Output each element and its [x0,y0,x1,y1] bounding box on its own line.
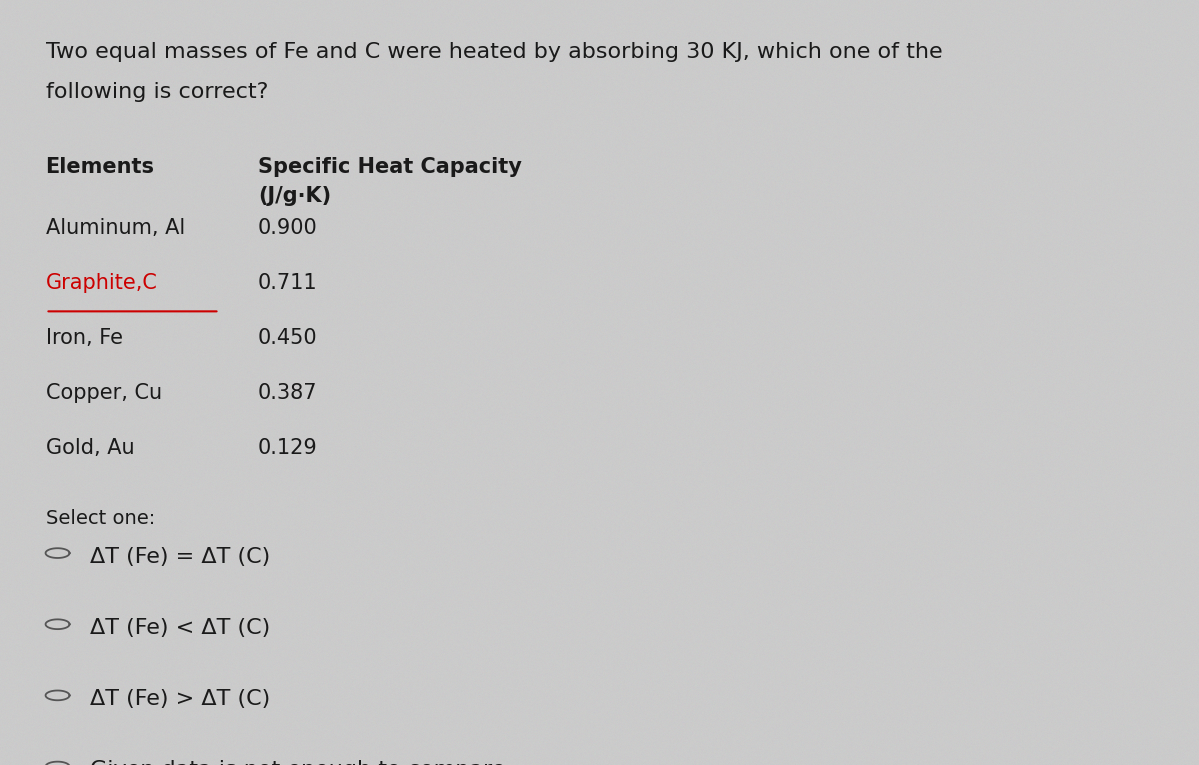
Text: Iron, Fe: Iron, Fe [46,328,122,348]
Text: 0.900: 0.900 [258,218,318,238]
Text: Two equal masses of Fe and C were heated by absorbing 30 KJ, which one of the: Two equal masses of Fe and C were heated… [46,42,942,62]
Text: 0.450: 0.450 [258,328,318,348]
Text: 0.387: 0.387 [258,383,318,403]
Text: following is correct?: following is correct? [46,82,267,102]
Text: 0.711: 0.711 [258,273,318,293]
Text: Gold, Au: Gold, Au [46,438,134,458]
Text: Select one:: Select one: [46,509,155,528]
Text: Specific Heat Capacity: Specific Heat Capacity [258,157,522,177]
Text: Copper, Cu: Copper, Cu [46,383,162,403]
Text: ΔT (Fe) < ΔT (C): ΔT (Fe) < ΔT (C) [90,618,270,638]
Text: (J/g·K): (J/g·K) [258,186,331,206]
Text: Aluminum, Al: Aluminum, Al [46,218,185,238]
Text: Given data is not enough to compare: Given data is not enough to compare [90,760,505,765]
Text: ΔT (Fe) = ΔT (C): ΔT (Fe) = ΔT (C) [90,547,270,567]
Text: 0.129: 0.129 [258,438,318,458]
Text: ΔT (Fe) > ΔT (C): ΔT (Fe) > ΔT (C) [90,689,270,709]
Text: Elements: Elements [46,157,155,177]
Text: Graphite,C: Graphite,C [46,273,157,293]
